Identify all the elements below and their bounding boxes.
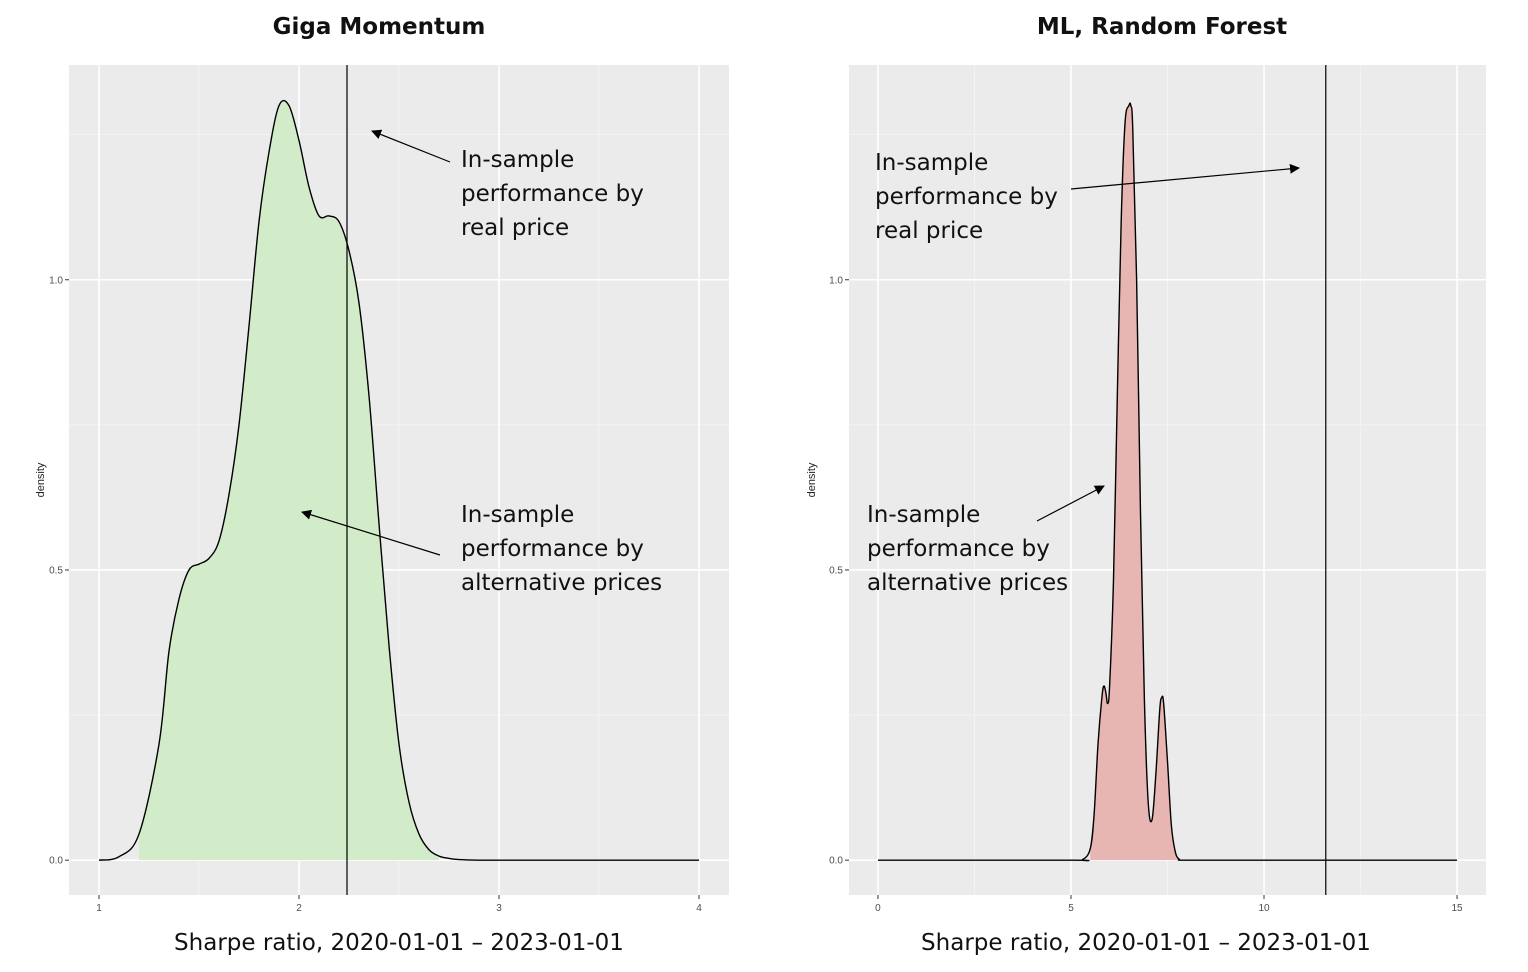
x-axis-label: Sharpe ratio, 2020-01-01 – 2023-01-01 [174, 930, 624, 956]
annotation-real-price: In-sample performance by real price [461, 147, 651, 241]
density-curve [98, 99, 700, 861]
x-axis-label: Sharpe ratio, 2020-01-01 – 2023-01-01 [921, 930, 1371, 956]
x-tick-label: 0 [875, 903, 881, 914]
annotation-line: In-sample [867, 502, 980, 528]
annotation-line: performance by [461, 536, 644, 562]
y-tick-label: 0.5 [829, 565, 843, 576]
annotation-line: real price [461, 215, 569, 241]
annotation-line: In-sample [461, 147, 574, 173]
x-tick-label: 1 [96, 903, 102, 914]
x-tick-label: 2 [296, 903, 302, 914]
x-tick-label: 10 [1258, 903, 1270, 914]
annotation-line: performance by [867, 536, 1050, 562]
annotation-line: In-sample [875, 150, 988, 176]
arrow-alternative-prices [1036, 485, 1105, 522]
y-tick-label: 0.5 [49, 565, 63, 576]
density-fill [1090, 103, 1180, 861]
annotation-line: real price [875, 218, 983, 244]
annotation-line: performance by [875, 184, 1058, 210]
annotation-line: alternative prices [867, 570, 1068, 596]
y-tick-label: 0.0 [49, 856, 63, 867]
arrow-real-price [1070, 163, 1300, 190]
density-curve [877, 102, 1458, 862]
annotation-line: alternative prices [461, 570, 662, 596]
arrow-alternative-prices [301, 509, 441, 556]
y-axis-label: density [806, 462, 818, 497]
panel-giga-momentum: Giga Momentum 1 2 3 4 0.0 0.5 1.0 density Shar… [35, 14, 729, 956]
arrow-real-price [371, 129, 451, 163]
annotation-alternative-prices: In-sample performance by alternative pri… [867, 502, 1068, 596]
annotation-line: performance by [461, 181, 644, 207]
axis-ticks: 0 5 10 15 0.0 0.5 1.0 [829, 275, 1463, 914]
y-tick-label: 1.0 [49, 275, 63, 286]
x-tick-label: 4 [696, 903, 702, 914]
y-tick-label: 0.0 [829, 856, 843, 867]
x-tick-label: 5 [1068, 903, 1074, 914]
panel-ml-random-forest: ML, Random Forest 0 5 10 15 0.0 0.5 1.0 densit… [806, 14, 1486, 956]
panel-title: Giga Momentum [273, 14, 486, 40]
x-tick-label: 15 [1451, 903, 1463, 914]
annotation-alternative-prices: In-sample performance by alternative pri… [461, 502, 662, 596]
panel-title: ML, Random Forest [1037, 14, 1287, 40]
axis-ticks: 1 2 3 4 0.0 0.5 1.0 [49, 275, 702, 914]
minor-grid [849, 65, 1486, 895]
annotation-real-price: In-sample performance by real price [875, 150, 1065, 244]
density-fill [139, 100, 439, 861]
major-grid [849, 65, 1486, 895]
y-axis-label: density [35, 462, 47, 497]
y-tick-label: 1.0 [829, 275, 843, 286]
x-tick-label: 3 [496, 903, 502, 914]
annotation-line: In-sample [461, 502, 574, 528]
